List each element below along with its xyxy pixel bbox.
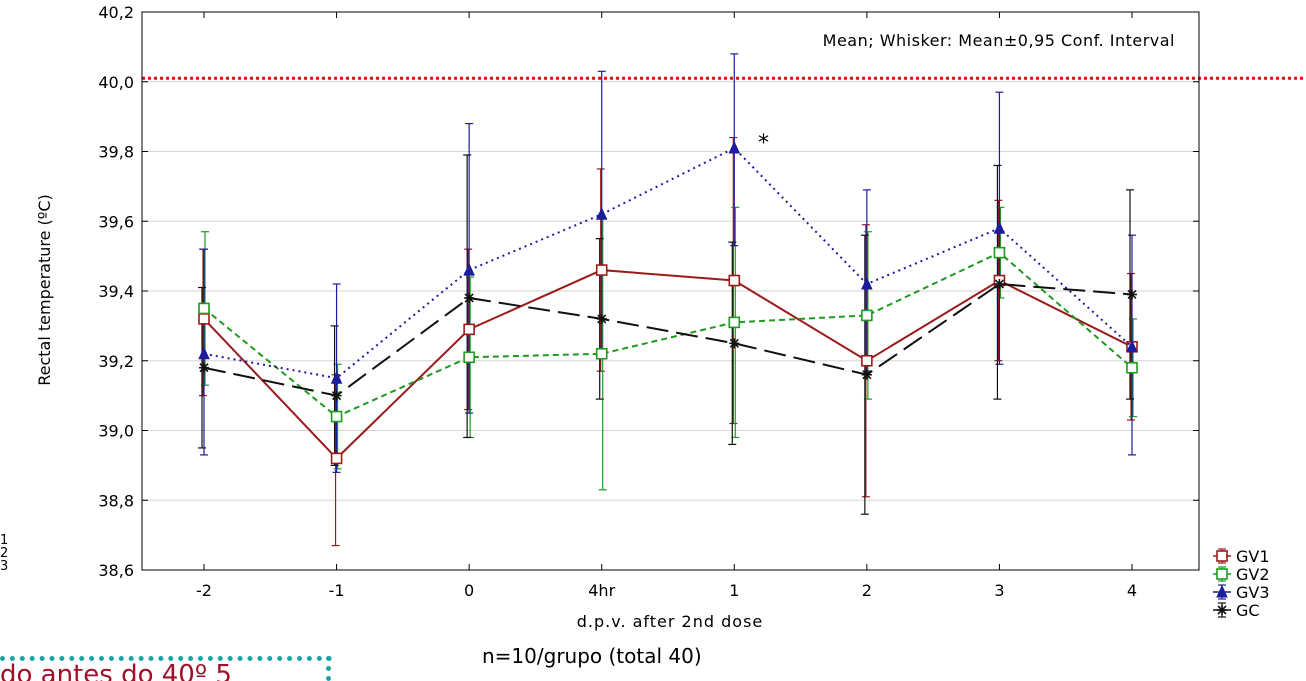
data-point-marker	[1126, 339, 1138, 353]
data-point-marker	[861, 276, 873, 290]
data-point-marker	[198, 313, 210, 325]
data-point-marker	[728, 274, 741, 287]
y-tick-label: 39,6	[98, 212, 134, 231]
sample-size-caption: n=10/grupo (total 40)	[482, 644, 702, 668]
data-point-marker	[198, 302, 210, 315]
asterisk-stroke	[862, 370, 872, 380]
data-point-marker	[1216, 550, 1228, 562]
series-line-gv1	[203, 269, 1133, 460]
data-point-marker	[595, 207, 608, 220]
series-line-gc	[203, 283, 1133, 397]
x-tick-label: -2	[196, 581, 212, 600]
data-point-marker	[595, 347, 608, 360]
y-tick-label: 38,8	[98, 491, 134, 510]
series-gv2	[198, 246, 1138, 423]
series-line-gv3	[203, 146, 1133, 380]
x-tick-label: 4hr	[588, 581, 615, 600]
left-fragment-labels: 1 2 3	[0, 534, 8, 573]
data-point-marker	[993, 221, 1006, 234]
left-fragment: 3	[0, 559, 9, 574]
data-point-marker	[596, 313, 607, 324]
data-point-marker	[1126, 361, 1138, 374]
x-tick-label: 2	[862, 581, 872, 600]
legend-label: GV1	[1236, 547, 1270, 566]
data-point-marker	[330, 370, 343, 384]
y-tick-label: 39,4	[98, 282, 134, 301]
series-gv3	[198, 140, 1138, 384]
data-point-marker	[198, 346, 210, 360]
data-point-marker	[861, 354, 873, 367]
y-axis: 38,6 38,8 39,0 39,2 39,4 39,6 39,8 40,0 40,2	[98, 3, 1199, 580]
data-point-marker	[1216, 584, 1228, 598]
series-group	[198, 53, 1138, 547]
legend-label: GC	[1236, 601, 1260, 620]
x-tick-label: -1	[329, 581, 345, 600]
x-tick-label: 0	[464, 581, 474, 600]
banner-dotted-border-right	[326, 656, 331, 681]
left-fragment: 1	[0, 533, 9, 548]
x-tick-label: 4	[1127, 581, 1137, 600]
asterisk-stroke	[597, 314, 607, 324]
data-point-marker	[463, 262, 475, 276]
asterisk-stroke	[199, 363, 209, 373]
data-point-marker	[728, 140, 741, 154]
significance-asterisk: *	[758, 131, 769, 156]
asterisk-stroke	[1127, 289, 1137, 300]
asterisk-stroke	[994, 279, 1004, 289]
banner-dotted-border	[0, 656, 332, 661]
x-tick-label: 1	[729, 581, 739, 600]
data-point-marker	[728, 316, 741, 329]
y-tick-label: 40,0	[98, 73, 134, 92]
asterisk-stroke	[464, 293, 474, 303]
x-axis-label: d.p.v. after 2nd dose	[577, 612, 764, 631]
y-tick-label: 39,8	[98, 143, 134, 162]
banner-text: do antes do 40º 5	[0, 662, 232, 681]
y-tick-label: 38,6	[98, 561, 134, 580]
left-fragment: 2	[0, 546, 9, 561]
data-point-marker	[463, 351, 475, 364]
asterisk-stroke	[729, 338, 739, 348]
data-point-marker	[331, 390, 342, 401]
data-point-marker	[1127, 289, 1137, 300]
data-point-marker	[861, 309, 873, 322]
chart-background	[0, 0, 1306, 640]
legend-label: GV2	[1236, 565, 1270, 584]
series-line-gv2	[203, 251, 1133, 418]
x-axis: -2 -1 0 4hr 1 2 3 4	[196, 12, 1137, 600]
data-point-marker	[330, 410, 343, 423]
data-point-marker	[861, 369, 872, 380]
legend-label: GV3	[1236, 583, 1270, 602]
series-gc	[199, 279, 1137, 401]
y-tick-label: 40,2	[98, 3, 134, 22]
y-axis-label: Rectal temperature (ºC)	[35, 194, 54, 386]
data-point-marker	[1216, 568, 1228, 580]
x-tick-label: 3	[994, 581, 1004, 600]
y-tick-label: 39,2	[98, 352, 134, 371]
data-point-marker	[199, 362, 209, 373]
asterisk-stroke	[1217, 605, 1227, 615]
y-tick-label: 39,0	[98, 422, 134, 441]
gridlines	[142, 81, 1199, 501]
data-point-marker	[729, 338, 740, 349]
chart-annotation: Mean; Whisker: Mean±0,95 Conf. Interval	[823, 31, 1175, 50]
data-point-marker	[993, 246, 1006, 259]
chart: 38,638,839,039,239,439,639,840,040,2 -2-…	[0, 0, 1306, 640]
data-point-marker	[595, 264, 608, 276]
data-point-marker	[463, 323, 475, 336]
data-point-marker	[994, 279, 1005, 290]
data-point-marker	[1217, 605, 1227, 615]
asterisk-stroke	[332, 391, 342, 401]
data-point-marker	[464, 292, 475, 303]
data-point-marker	[330, 452, 343, 465]
